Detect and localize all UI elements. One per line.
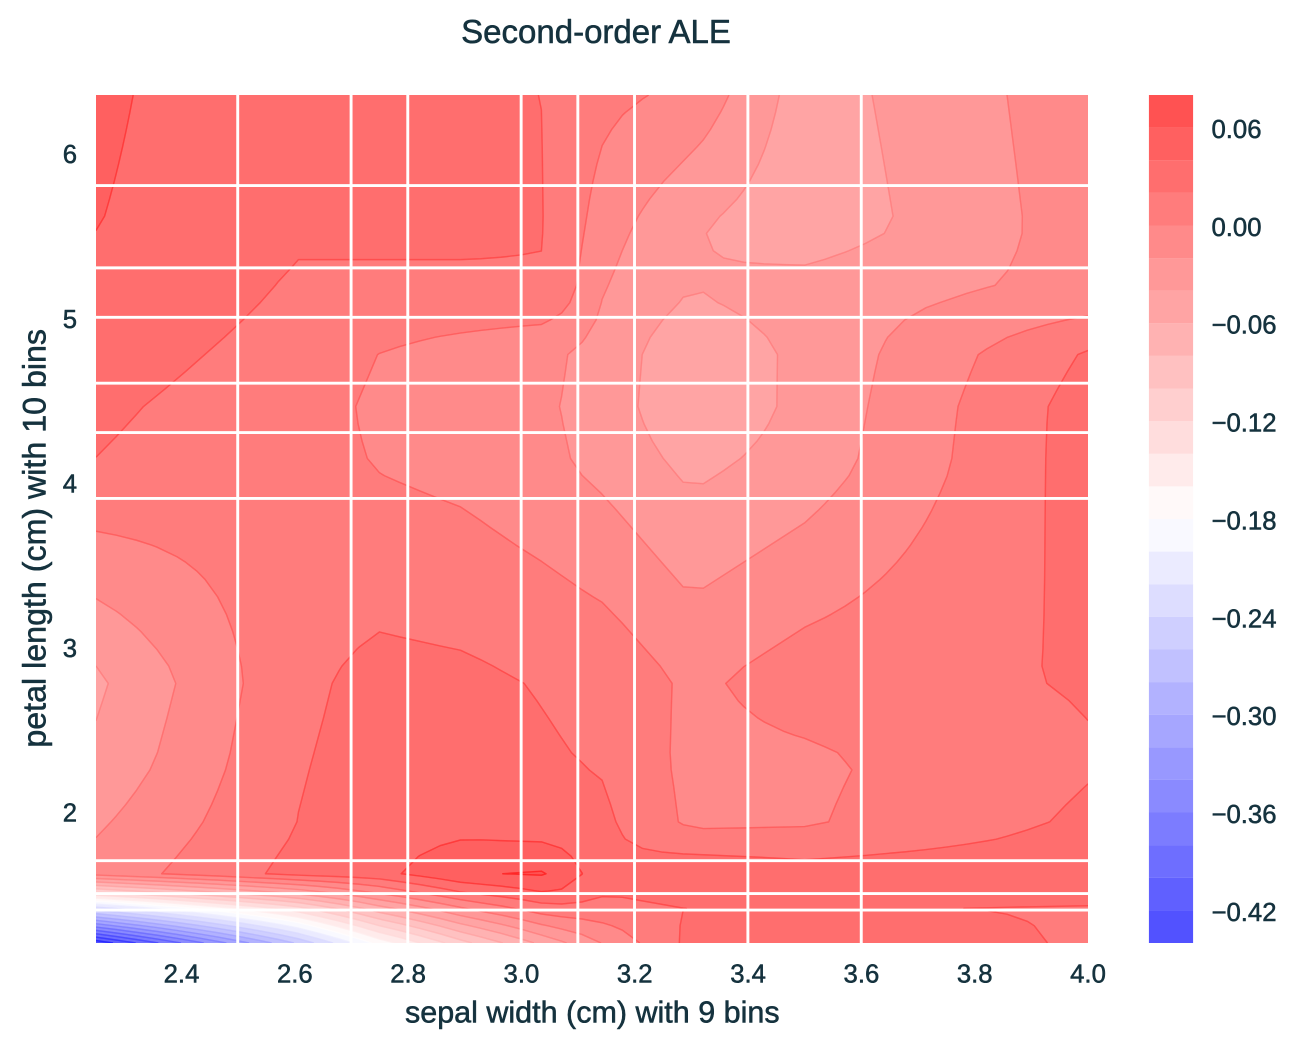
svg-text:−0.42: −0.42 bbox=[1212, 899, 1277, 927]
svg-text:2.8: 2.8 bbox=[390, 960, 426, 988]
svg-text:sepal width (cm) with 9 bins: sepal width (cm) with 9 bins bbox=[405, 996, 780, 1030]
svg-text:3.2: 3.2 bbox=[617, 960, 653, 988]
svg-text:0.06: 0.06 bbox=[1212, 116, 1262, 144]
svg-text:−0.36: −0.36 bbox=[1212, 801, 1277, 829]
svg-text:−0.30: −0.30 bbox=[1212, 703, 1277, 731]
svg-text:−0.18: −0.18 bbox=[1212, 508, 1277, 536]
svg-text:3: 3 bbox=[63, 635, 77, 663]
svg-text:0.00: 0.00 bbox=[1212, 214, 1262, 242]
svg-text:2: 2 bbox=[63, 800, 77, 828]
svg-text:Second-order ALE: Second-order ALE bbox=[461, 13, 731, 50]
svg-text:petal length (cm) with 10 bins: petal length (cm) with 10 bins bbox=[17, 329, 53, 748]
svg-text:−0.24: −0.24 bbox=[1212, 605, 1277, 633]
svg-text:5: 5 bbox=[63, 306, 77, 334]
svg-text:3.4: 3.4 bbox=[730, 960, 766, 988]
svg-text:6: 6 bbox=[63, 141, 77, 169]
svg-text:−0.06: −0.06 bbox=[1212, 312, 1277, 340]
svg-text:2.4: 2.4 bbox=[164, 960, 200, 988]
svg-text:3.0: 3.0 bbox=[504, 960, 540, 988]
svg-text:3.6: 3.6 bbox=[844, 960, 880, 988]
svg-text:4: 4 bbox=[63, 470, 77, 498]
svg-text:4.0: 4.0 bbox=[1070, 960, 1106, 988]
svg-text:3.8: 3.8 bbox=[957, 960, 993, 988]
svg-text:−0.12: −0.12 bbox=[1212, 410, 1277, 438]
svg-text:2.6: 2.6 bbox=[277, 960, 313, 988]
